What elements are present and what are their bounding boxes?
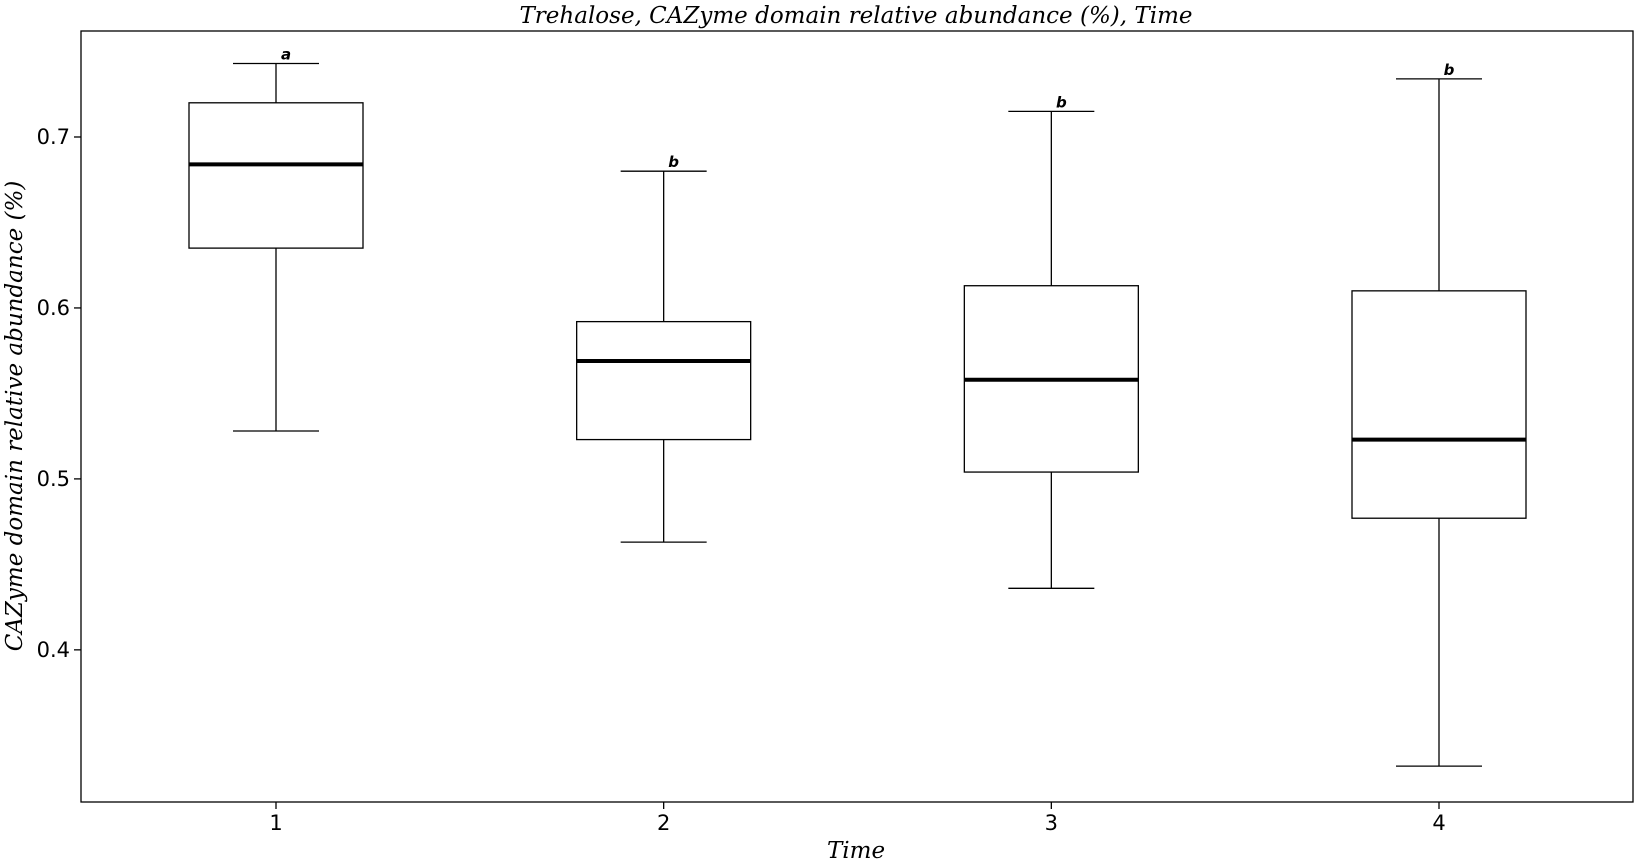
y-axis: 0.4 0.5 0.6 0.7	[37, 125, 81, 662]
y-tick-label: 0.7	[37, 125, 70, 149]
y-tick-label: 0.5	[37, 467, 70, 491]
iqr-box	[1351, 290, 1527, 519]
significance-letter: b	[1056, 93, 1067, 111]
box-group-2: b	[576, 153, 752, 543]
y-tick-label: 0.6	[37, 296, 70, 320]
boxes: a b b b	[188, 45, 1527, 767]
iqr-box	[188, 102, 364, 249]
significance-letter: b	[1444, 61, 1455, 79]
box-group-1: a	[188, 45, 364, 432]
plot-area	[80, 30, 1634, 803]
x-tick-label: 4	[1432, 811, 1445, 835]
x-tick-label: 2	[657, 811, 670, 835]
significance-letter: b	[668, 153, 679, 171]
significance-letter: a	[281, 45, 291, 63]
x-tick-label: 3	[1045, 811, 1058, 835]
y-tick-label: 0.4	[37, 638, 70, 662]
x-axis-label: Time	[827, 838, 885, 864]
x-tick-label: 1	[269, 811, 282, 835]
box-group-3: b	[963, 93, 1139, 589]
x-axis: 1 2 3 4	[269, 802, 1446, 835]
chart-title: Trehalose, CAZyme domain relative abunda…	[519, 3, 1192, 29]
y-axis-label: CAZyme domain relative abundance (%)	[2, 181, 28, 652]
iqr-box	[576, 320, 752, 441]
box-group-4: b	[1351, 61, 1527, 767]
